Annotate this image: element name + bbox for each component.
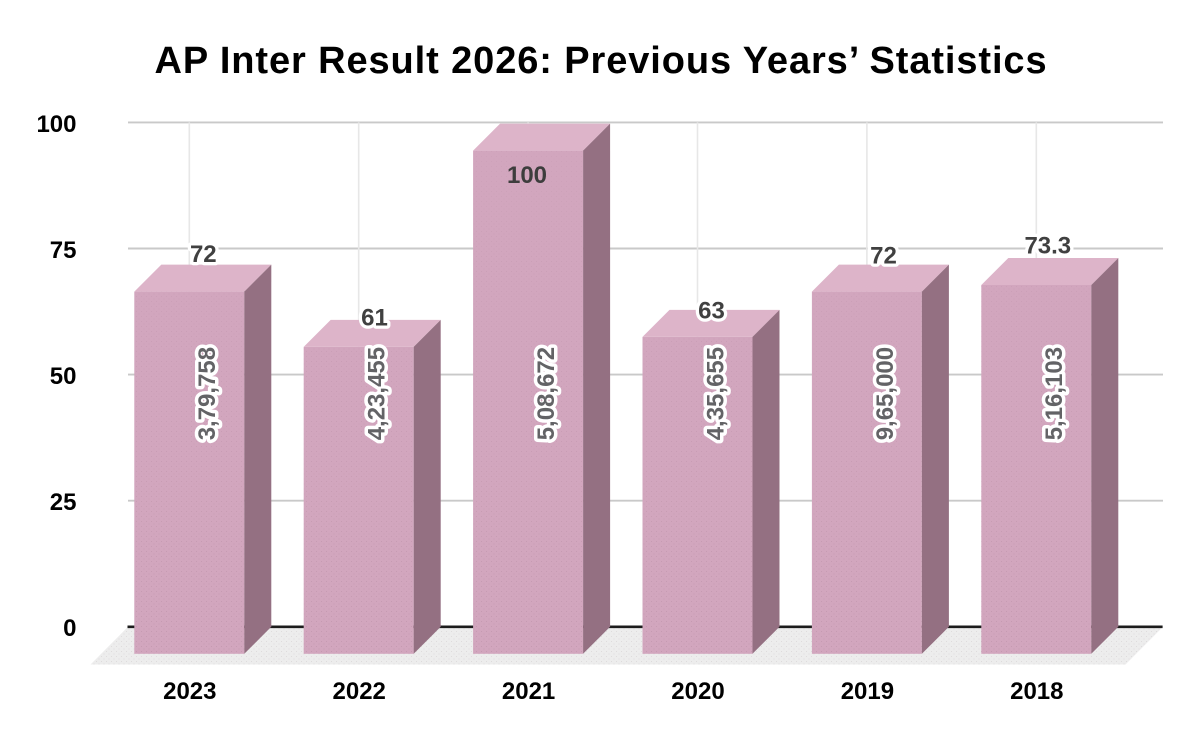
svg-text:2018: 2018: [1010, 678, 1063, 705]
svg-text:2023: 2023: [163, 678, 216, 705]
svg-text:72: 72: [190, 241, 217, 268]
svg-text:75: 75: [50, 237, 77, 264]
svg-text:9,65,000: 9,65,000: [872, 347, 899, 440]
svg-text:5,16,103: 5,16,103: [1041, 347, 1068, 440]
svg-text:2019: 2019: [841, 678, 894, 705]
svg-text:2021: 2021: [502, 678, 555, 705]
svg-text:72: 72: [870, 243, 897, 270]
svg-text:AP Inter Result 2026: Previous: AP Inter Result 2026: Previous Years’ St…: [154, 40, 1047, 82]
svg-text:100: 100: [36, 111, 76, 138]
svg-text:2022: 2022: [333, 678, 386, 705]
svg-text:2020: 2020: [671, 678, 724, 705]
svg-text:100: 100: [507, 162, 547, 189]
svg-text:61: 61: [361, 304, 388, 331]
svg-text:50: 50: [50, 363, 77, 390]
svg-text:4,23,455: 4,23,455: [364, 347, 391, 440]
svg-text:73.3: 73.3: [1024, 232, 1071, 259]
svg-text:5,08,672: 5,08,672: [533, 347, 560, 440]
svg-text:63: 63: [698, 298, 725, 325]
svg-text:3,79,758: 3,79,758: [194, 347, 221, 440]
svg-text:25: 25: [50, 489, 77, 516]
svg-text:4,35,655: 4,35,655: [702, 347, 729, 440]
svg-text:0: 0: [63, 615, 76, 642]
